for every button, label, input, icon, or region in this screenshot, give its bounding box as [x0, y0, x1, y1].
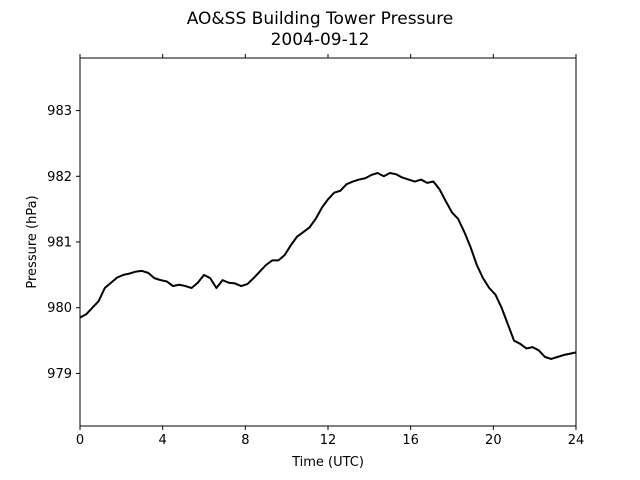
axis-ticks: 0 4 8 12 16 20 24 979 980 981 982 983 — [47, 54, 584, 448]
x-tick-label: 16 — [402, 433, 419, 448]
x-tick-label: 20 — [485, 433, 502, 448]
y-tick-label: 982 — [47, 170, 72, 185]
chart-subtitle: 2004-09-12 — [271, 30, 370, 50]
y-tick-label: 981 — [47, 236, 72, 251]
x-tick-label: 12 — [320, 433, 337, 448]
y-axis-label: Pressure (hPa) — [25, 195, 40, 288]
chart-title: AO&SS Building Tower Pressure — [187, 9, 454, 29]
pressure-series-line — [79, 172, 577, 360]
x-tick-label: 8 — [241, 433, 249, 448]
y-tick-label: 979 — [47, 367, 72, 382]
x-axis-label: Time (UTC) — [291, 455, 364, 470]
plot-frame — [79, 57, 577, 427]
y-tick-label: 980 — [47, 301, 72, 316]
x-tick-label: 0 — [76, 433, 84, 448]
y-tick-label: 983 — [47, 104, 72, 119]
x-tick-label: 24 — [568, 433, 585, 448]
x-tick-label: 4 — [159, 433, 167, 448]
